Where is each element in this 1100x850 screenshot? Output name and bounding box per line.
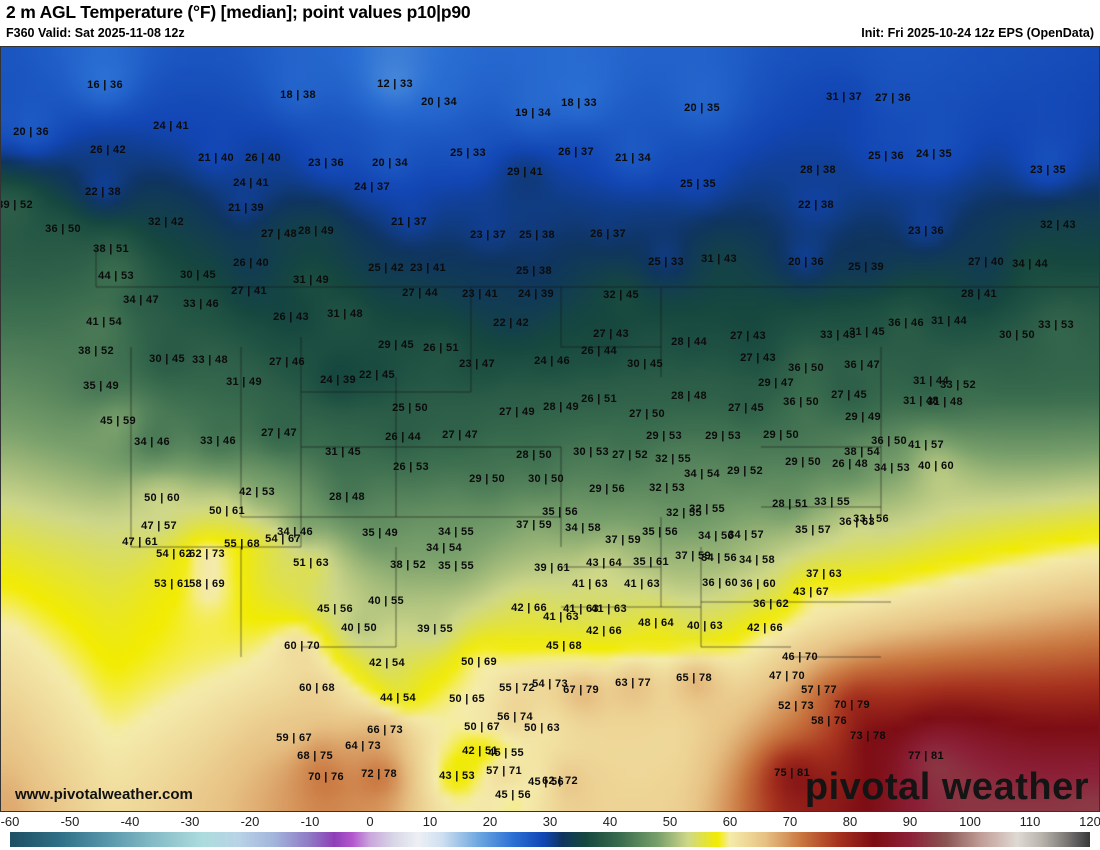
brand-watermark: pivotal weather: [804, 766, 1089, 808]
colorbar-tick: 120: [1079, 814, 1100, 829]
temperature-raster: [1, 47, 1099, 811]
colorbar-tick: 30: [542, 814, 558, 829]
colorbar-tick: 90: [902, 814, 918, 829]
valid-time-label: F360 Valid: Sat 2025-11-08 12z: [6, 26, 185, 40]
colorbar-tick: -10: [300, 814, 320, 829]
page-title: 2 m AGL Temperature (°F) [median]; point…: [6, 2, 471, 22]
site-url-watermark: www.pivotalweather.com: [15, 786, 193, 803]
map-header: 2 m AGL Temperature (°F) [median]; point…: [0, 0, 1100, 46]
map-viewport[interactable]: 16 | 36 18 | 38 12 | 33 20 | 34 19 | 34 18 | …: [0, 46, 1100, 812]
colorbar-tick: -50: [60, 814, 80, 829]
colorbar-tick: 20: [482, 814, 498, 829]
colorbar-tick-labels: -60 -50 -40 -30 -20 -10 0 10 20 30 40 50 60 70 80 90 100…: [0, 812, 1100, 832]
colorbar-tick: -20: [240, 814, 260, 829]
colorbar-tick: 0: [366, 814, 374, 829]
colorbar: -60 -50 -40 -30 -20 -10 0 10 20 30 40 50 60 70 80 90 100…: [0, 812, 1100, 850]
colorbar-tick: 60: [722, 814, 738, 829]
colorbar-tick: -60: [0, 814, 20, 829]
colorbar-tick: 110: [1019, 814, 1041, 829]
colorbar-tick: 50: [662, 814, 678, 829]
colorbar-tick: 10: [422, 814, 438, 829]
colorbar-tick: 70: [782, 814, 798, 829]
colorbar-tick: -30: [180, 814, 200, 829]
colorbar-tick: 80: [842, 814, 858, 829]
colorbar-tick: 100: [959, 814, 981, 829]
colorbar-gradient: [10, 832, 1090, 847]
init-time-label: Init: Fri 2025-10-24 12z EPS (OpenData): [861, 26, 1094, 40]
colorbar-tick: -40: [120, 814, 140, 829]
colorbar-tick: 40: [602, 814, 618, 829]
